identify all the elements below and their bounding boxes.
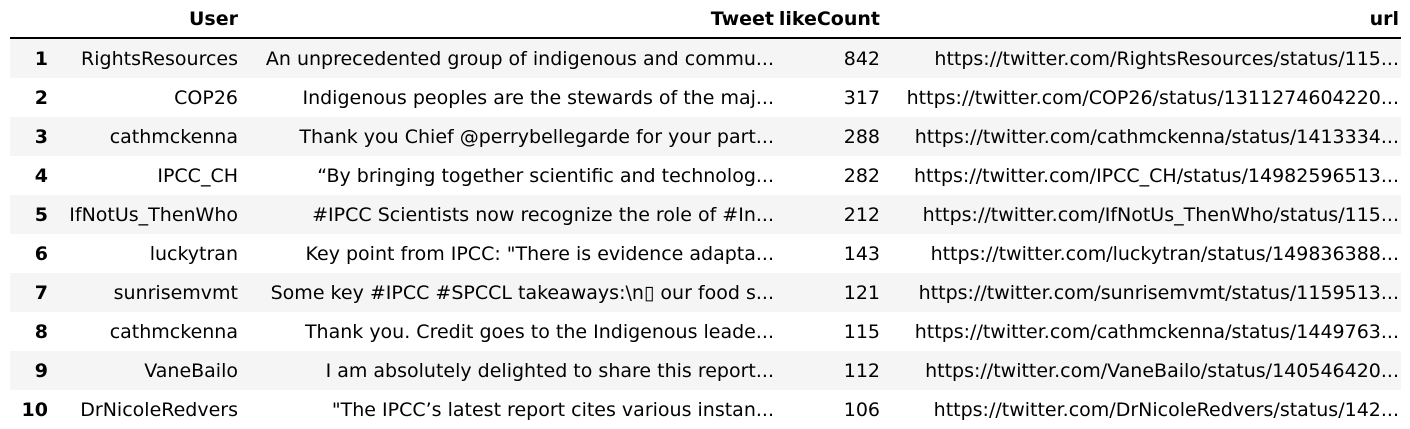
user-cell: IfNotUs_ThenWho: [50, 195, 240, 234]
tweet-cell: An unprecedented group of indigenous and…: [240, 38, 776, 78]
table-row: 8 cathmckenna Thank you. Credit goes to …: [10, 312, 1401, 351]
tweet-cell: Key point from IPCC: "There is evidence …: [305, 242, 775, 265]
table-row: 6 luckytran Key point from IPCC: "There …: [10, 234, 1401, 273]
header-row: User Tweet likeCount url: [10, 0, 1401, 39]
row-index: 9: [10, 351, 50, 390]
user-cell: RightsResources: [50, 38, 240, 78]
likecount-cell: 288: [776, 117, 882, 156]
user-cell: VaneBailo: [50, 351, 240, 390]
tweets-table: User Tweet likeCount url 1 RightsResourc…: [10, 0, 1401, 429]
row-index: 1: [10, 38, 50, 78]
url-cell: https://twitter.com/VaneBailo/status/140…: [882, 351, 1401, 390]
url-cell: https://twitter.com/luckytran/status/149…: [930, 242, 1399, 265]
likecount-cell: 143: [843, 242, 880, 265]
column-header-url: url: [882, 0, 1401, 39]
user-cell: COP26: [174, 86, 238, 109]
row-index: 3: [10, 117, 50, 156]
url-cell: https://twitter.com/IPCC_CH/status/14982…: [914, 164, 1399, 187]
likecount-cell: 106: [843, 398, 880, 421]
tweet-cell: “By bringing together scientific and tec…: [317, 164, 774, 187]
column-header-index: [10, 0, 50, 39]
user-cell: IPCC_CH: [157, 164, 238, 187]
url-cell: https://twitter.com/DrNicoleRedvers/stat…: [933, 398, 1399, 421]
table-row: 3 cathmckenna Thank you Chief @perrybell…: [10, 117, 1401, 156]
likecount-cell: 212: [776, 195, 882, 234]
user-cell: cathmckenna: [109, 320, 238, 343]
tweets-table-container: User Tweet likeCount url 1 RightsResourc…: [10, 0, 1401, 429]
column-header-user: User: [50, 0, 240, 39]
table-row: 4 IPCC_CH “By bringing together scientif…: [10, 156, 1401, 195]
column-header-tweet: Tweet: [240, 0, 776, 39]
row-index: 10: [21, 398, 48, 421]
row-index: 7: [10, 273, 50, 312]
user-cell: cathmckenna: [50, 117, 240, 156]
table-row: 9 VaneBailo I am absolutely delighted to…: [10, 351, 1401, 390]
tweet-cell: Thank you Chief @perrybellegarde for you…: [240, 117, 776, 156]
url-cell: https://twitter.com/sunrisemvmt/status/1…: [882, 273, 1401, 312]
column-header-likecount: likeCount: [776, 0, 882, 39]
tweet-cell: Thank you. Credit goes to the Indigenous…: [304, 320, 774, 343]
likecount-cell: 121: [776, 273, 882, 312]
table-row: 1 RightsResources An unprecedented group…: [10, 38, 1401, 78]
likecount-cell: 317: [843, 86, 880, 109]
row-index: 4: [34, 164, 48, 187]
row-index: 5: [10, 195, 50, 234]
row-index: 6: [34, 242, 48, 265]
tweet-cell: #IPCC Scientists now recognize the role …: [240, 195, 776, 234]
table-row: 2 COP26 Indigenous peoples are the stewa…: [10, 78, 1401, 117]
likecount-cell: 842: [776, 38, 882, 78]
url-cell: https://twitter.com/cathmckenna/status/1…: [882, 117, 1401, 156]
table-row: 10 DrNicoleRedvers "The IPCC’s latest re…: [10, 390, 1401, 429]
url-cell: https://twitter.com/RightsResources/stat…: [882, 38, 1401, 78]
url-cell: https://twitter.com/COP26/status/1311274…: [906, 86, 1399, 109]
user-cell: sunrisemvmt: [50, 273, 240, 312]
row-index: 2: [34, 86, 48, 109]
tweet-cell: Some key #IPCC #SPCCL takeaways:\n▯ our …: [240, 273, 776, 312]
likecount-cell: 115: [843, 320, 880, 343]
tweet-cell: I am absolutely delighted to share this …: [240, 351, 776, 390]
tweet-cell: Indigenous peoples are the stewards of t…: [302, 86, 774, 109]
url-cell: https://twitter.com/IfNotUs_ThenWho/stat…: [882, 195, 1401, 234]
tweet-cell: "The IPCC’s latest report cites various …: [331, 398, 774, 421]
url-cell: https://twitter.com/cathmckenna/status/1…: [914, 320, 1399, 343]
table-row: 7 sunrisemvmt Some key #IPCC #SPCCL take…: [10, 273, 1401, 312]
table-row: 5 IfNotUs_ThenWho #IPCC Scientists now r…: [10, 195, 1401, 234]
user-cell: luckytran: [149, 242, 238, 265]
likecount-cell: 282: [843, 164, 880, 187]
row-index: 8: [34, 320, 48, 343]
likecount-cell: 112: [776, 351, 882, 390]
user-cell: DrNicoleRedvers: [80, 398, 238, 421]
